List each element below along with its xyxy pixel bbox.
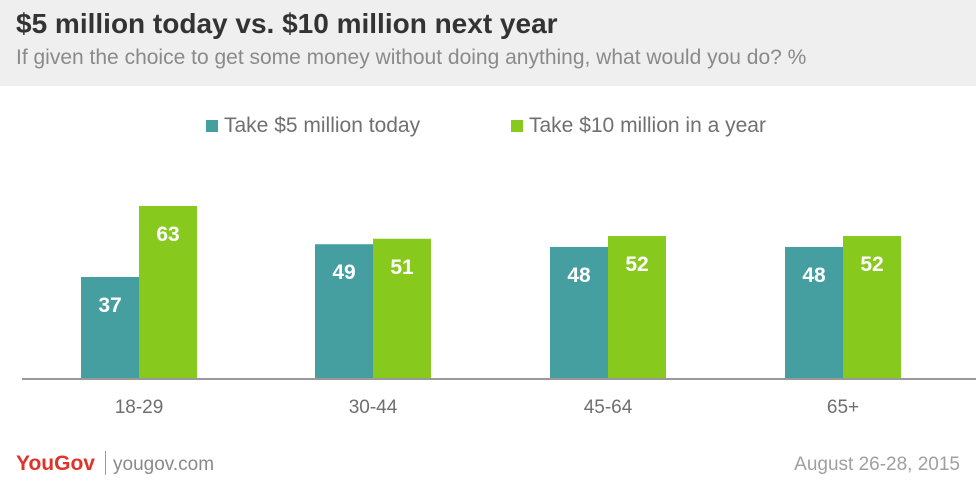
bar-take-5-today-65+ bbox=[785, 246, 843, 378]
data-label-take-10-year-65+: 52 bbox=[860, 253, 883, 276]
chart-title: $5 million today vs. $10 million next ye… bbox=[16, 8, 558, 39]
data-label-take-5-today-18-29: 37 bbox=[98, 294, 121, 317]
data-label-take-5-today-30-44: 49 bbox=[332, 261, 355, 284]
data-label-take-10-year-30-44: 51 bbox=[390, 256, 414, 279]
bar-take-10-year-65+ bbox=[843, 236, 901, 378]
legend: Take $5 million today Take $10 million i… bbox=[0, 114, 976, 138]
footer-site: yougov.com bbox=[113, 454, 215, 475]
bar-take-10-year-45-64 bbox=[608, 236, 666, 378]
x-tick-label-65+: 65+ bbox=[827, 397, 859, 418]
survey-date: August 26-28, 2015 bbox=[794, 454, 960, 475]
legend-label-take-5-today: Take $5 million today bbox=[224, 114, 421, 137]
x-tick-label-45-64: 45-64 bbox=[584, 397, 633, 418]
footer-divider bbox=[105, 451, 106, 475]
data-label-take-10-year-18-29: 63 bbox=[156, 223, 179, 246]
legend-label-take-10-year: Take $10 million in a year bbox=[529, 114, 766, 137]
data-label-take-5-today-65+: 48 bbox=[802, 264, 826, 287]
yougov-logo: YouGov bbox=[16, 452, 95, 475]
bar-take-10-year-18-29 bbox=[139, 206, 197, 378]
data-label-take-5-today-45-64: 48 bbox=[567, 264, 591, 287]
legend-item-take-10-year: Take $10 million in a year bbox=[511, 114, 766, 138]
bar-take-5-today-30-44 bbox=[315, 244, 373, 378]
chart-subtitle: If given the choice to get some money wi… bbox=[16, 46, 807, 69]
header: $5 million today vs. $10 million next ye… bbox=[0, 0, 976, 86]
legend-swatch-take-5-today bbox=[206, 120, 218, 132]
x-tick-label-18-29: 18-29 bbox=[115, 397, 164, 418]
x-tick-label-30-44: 30-44 bbox=[349, 397, 398, 418]
bar-take-10-year-30-44 bbox=[373, 238, 431, 378]
legend-item-take-5-today: Take $5 million today bbox=[206, 114, 420, 138]
data-label-take-10-year-45-64: 52 bbox=[625, 253, 648, 276]
legend-swatch-take-10-year bbox=[511, 120, 523, 132]
bar-chart: 37 63 18-29 49 51 30-44 48 52 45-64 48 52 65+ bbox=[22, 206, 976, 418]
bar-take-5-today-18-29 bbox=[81, 276, 139, 378]
bar-take-5-today-45-64 bbox=[550, 246, 608, 378]
